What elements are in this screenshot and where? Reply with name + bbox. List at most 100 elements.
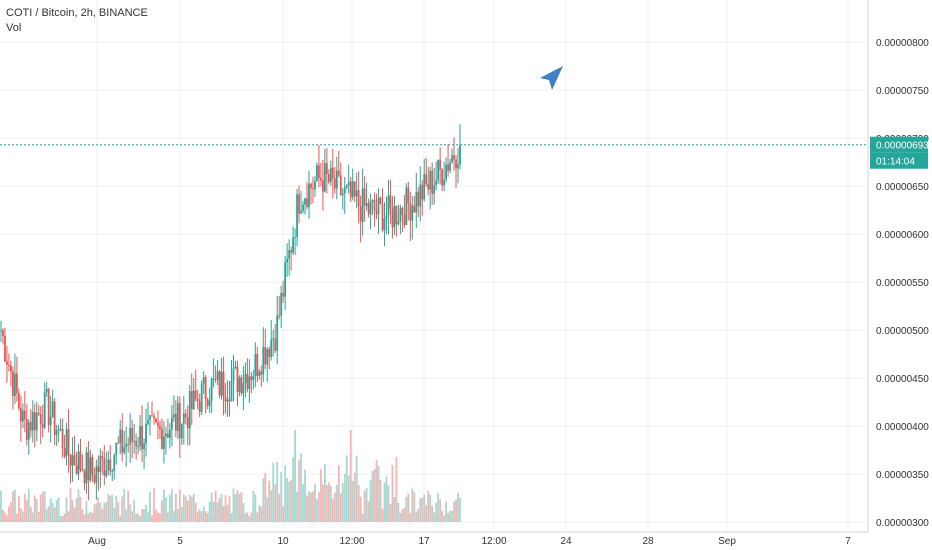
volume-bar xyxy=(427,490,430,522)
candle-body xyxy=(141,425,143,450)
volume-bar xyxy=(196,511,199,522)
candle-body xyxy=(381,204,384,231)
candle-body xyxy=(27,421,30,440)
volume-bar xyxy=(188,494,191,522)
volume-bar xyxy=(29,506,32,522)
candle-body xyxy=(290,250,293,253)
volume-bar xyxy=(145,504,147,522)
candle-body xyxy=(101,456,104,459)
candle-body xyxy=(316,165,318,182)
candle-body xyxy=(182,413,185,424)
volume-bar xyxy=(274,484,277,522)
volume-bar xyxy=(320,469,322,522)
candle-body xyxy=(375,211,378,214)
candle-body xyxy=(423,174,426,200)
candle-body xyxy=(47,388,50,426)
time-tick-label: Sep xyxy=(718,536,736,547)
volume-bar xyxy=(79,496,82,522)
candle-body xyxy=(89,457,92,481)
volume-bar xyxy=(14,489,16,522)
volume-bar xyxy=(206,513,209,522)
volume-bar xyxy=(174,493,177,522)
candle-body xyxy=(85,452,88,484)
volume-bar xyxy=(445,501,447,522)
candle-body xyxy=(325,163,328,175)
candle-body xyxy=(441,169,444,186)
volume-bar xyxy=(230,513,233,522)
candle-body xyxy=(385,215,388,219)
volume-bar xyxy=(87,513,90,522)
volume-bar xyxy=(395,456,398,522)
volume-bar xyxy=(290,479,293,522)
candle-body xyxy=(168,429,171,438)
candle-body xyxy=(2,330,4,336)
volume-bar xyxy=(286,477,289,522)
volume-bar xyxy=(167,512,169,522)
volume-bar xyxy=(216,502,219,522)
volume-bar xyxy=(449,510,451,522)
volume-bar xyxy=(365,487,368,522)
candle-body xyxy=(443,179,446,186)
candle-body xyxy=(351,181,354,198)
candle-body xyxy=(178,403,181,439)
candle-body xyxy=(427,183,430,190)
volume-bar xyxy=(409,513,412,522)
candle-body xyxy=(198,401,201,412)
volume-bar xyxy=(151,515,153,522)
volume-bar xyxy=(268,480,271,522)
time-tick-label: 12:00 xyxy=(481,536,506,547)
volume-bar xyxy=(149,491,151,522)
candle-body xyxy=(453,155,455,160)
candle-body xyxy=(29,421,32,431)
candle-body xyxy=(286,258,289,263)
candle-body xyxy=(210,378,213,401)
volume-bar xyxy=(67,511,70,522)
candle-body xyxy=(302,204,304,211)
volume-bar xyxy=(168,494,171,522)
candle-body xyxy=(459,144,461,165)
candle-body xyxy=(355,190,358,197)
candle-body xyxy=(43,391,46,428)
candle-body xyxy=(220,371,223,396)
volume-bar xyxy=(65,497,68,522)
volume-bar xyxy=(331,499,334,522)
candle-body xyxy=(131,427,134,442)
candle-body xyxy=(19,408,22,422)
candle-body xyxy=(294,236,296,238)
candle-body xyxy=(174,414,177,431)
volume-bar xyxy=(184,496,187,522)
volume-bar xyxy=(234,493,237,522)
volume-indicator-label[interactable]: Vol xyxy=(6,22,22,34)
volume-bar xyxy=(304,469,306,522)
candle-body xyxy=(12,371,14,397)
volume-bar xyxy=(228,496,231,522)
candle-body xyxy=(447,164,449,171)
candle-body xyxy=(266,349,269,365)
volume-bar xyxy=(133,499,136,522)
navigation-arrow-icon[interactable] xyxy=(540,66,563,90)
volume-bar xyxy=(186,500,189,522)
symbol-title[interactable]: COTI / Bitcoin, 2h, BINANCE xyxy=(6,7,148,19)
volume-bar xyxy=(51,503,54,522)
candle-body xyxy=(337,170,340,176)
candle-body xyxy=(184,413,187,418)
candle-body xyxy=(288,250,291,259)
candle-body xyxy=(353,181,356,197)
candle-body xyxy=(455,159,457,169)
volume-bar xyxy=(292,457,294,522)
volume-bar xyxy=(204,511,207,522)
price-tick-label: 0.00000600 xyxy=(876,230,929,241)
volume-bar xyxy=(266,497,269,522)
candle-body xyxy=(254,354,257,377)
volume-bar xyxy=(25,499,28,522)
candle-body xyxy=(310,183,312,189)
volume-bar xyxy=(226,504,229,522)
volume-bar xyxy=(33,495,36,522)
candle-body xyxy=(347,181,350,186)
volume-bar xyxy=(425,505,428,522)
volume-bar xyxy=(71,500,74,522)
chart-legend: COTI / Bitcoin, 2h, BINANCE Vol xyxy=(6,6,148,36)
volume-bar xyxy=(363,490,366,522)
